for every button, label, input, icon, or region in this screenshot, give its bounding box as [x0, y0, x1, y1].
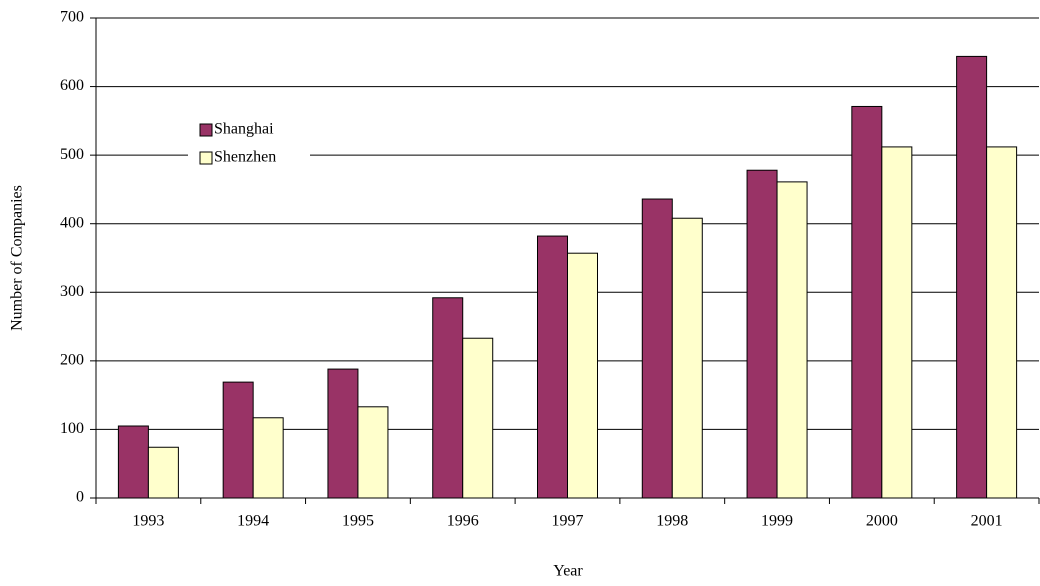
- x-axis-label: Year: [553, 563, 583, 580]
- bar: [222, 381, 254, 499]
- legend-label: Shenzhen: [214, 149, 276, 166]
- bar: [252, 417, 284, 499]
- bar: [462, 337, 494, 499]
- bar: [956, 55, 988, 499]
- x-tick-label: 2001: [971, 513, 1003, 530]
- y-tick-label: 700: [60, 9, 84, 26]
- bar: [746, 169, 778, 499]
- y-axis-label: Number of Companies: [9, 185, 26, 331]
- legend-label: Shanghai: [214, 121, 274, 138]
- x-tick-label: 1996: [447, 513, 479, 530]
- legend-swatch: [199, 123, 213, 137]
- y-tick-label: 300: [60, 283, 84, 300]
- y-tick-label: 0: [76, 489, 84, 506]
- y-tick-label: 600: [60, 77, 84, 94]
- bar: [641, 198, 673, 499]
- legend-box: [188, 112, 310, 176]
- x-tick-label: 1999: [761, 513, 793, 530]
- y-tick-label: 500: [60, 146, 84, 163]
- bar: [881, 146, 913, 499]
- bar: [851, 105, 883, 499]
- bar: [671, 217, 703, 499]
- bar: [147, 446, 179, 499]
- x-tick-label: 1995: [342, 513, 374, 530]
- bar: [537, 235, 568, 499]
- legend-swatch: [199, 151, 213, 165]
- bar: [432, 297, 464, 499]
- bar: [986, 146, 1018, 499]
- bar: [327, 368, 359, 499]
- y-tick-label: 200: [60, 352, 84, 369]
- x-tick-label: 1997: [552, 513, 584, 530]
- x-tick-label: 1994: [237, 513, 269, 530]
- bar: [117, 425, 149, 499]
- x-tick-label: 1998: [656, 513, 688, 530]
- bar: [776, 181, 808, 499]
- y-tick-label: 400: [60, 214, 84, 231]
- bar: [567, 252, 598, 499]
- y-tick-label: 100: [60, 420, 84, 437]
- x-tick-label: 1993: [132, 513, 164, 530]
- bar: [357, 406, 389, 499]
- x-tick-label: 2000: [866, 513, 898, 530]
